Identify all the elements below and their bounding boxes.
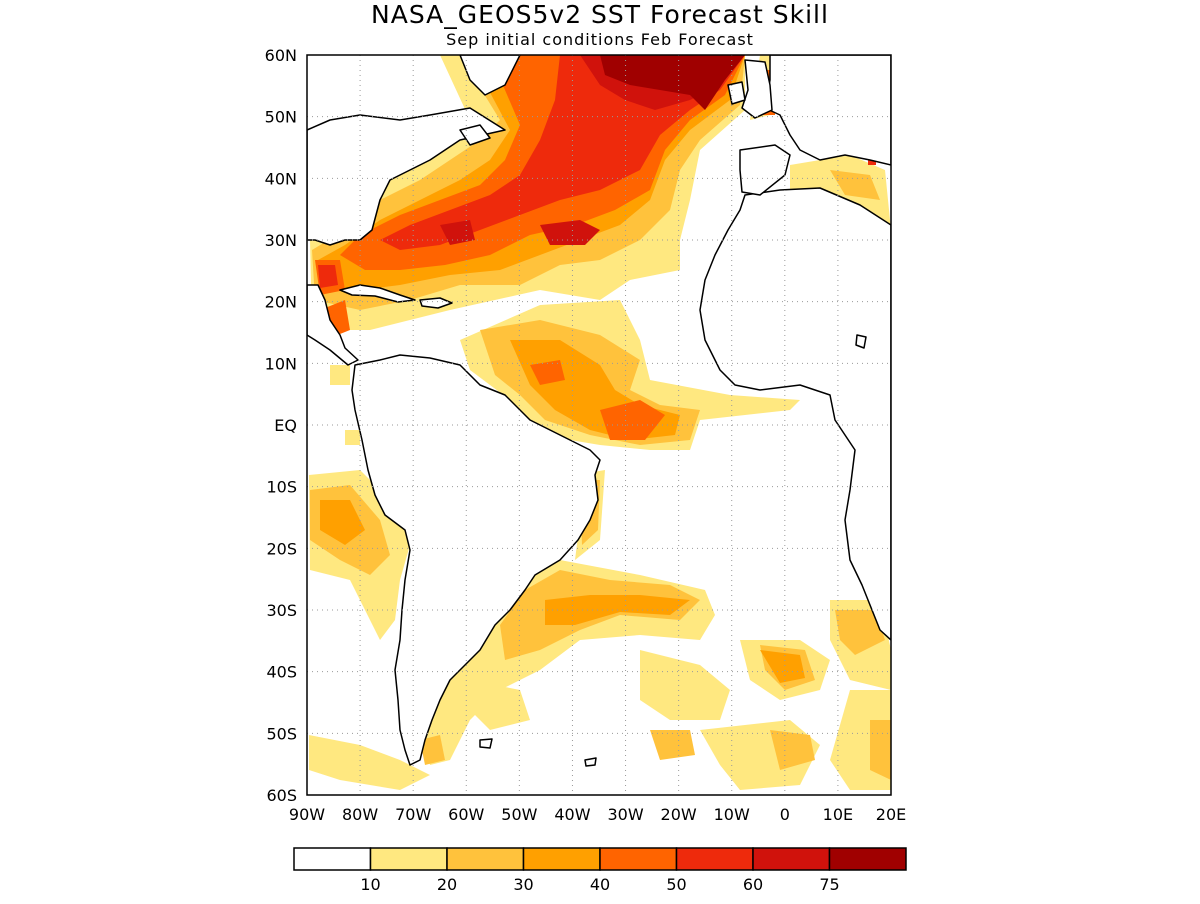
skill-contour-75-plus xyxy=(600,55,745,110)
colorbar-segment xyxy=(293,847,372,871)
lon-label: 50W xyxy=(501,805,537,824)
north-america xyxy=(307,107,506,246)
lat-label: 20S xyxy=(266,539,297,558)
lon-label: 70W xyxy=(395,805,431,824)
lat-label: 20N xyxy=(265,293,297,312)
iberia xyxy=(739,144,791,196)
hispaniola xyxy=(419,297,453,309)
africa xyxy=(699,187,891,641)
lon-label: 60W xyxy=(448,805,484,824)
lon-label: 40W xyxy=(554,805,590,824)
lat-label: 30N xyxy=(265,231,297,250)
lon-label: 20E xyxy=(876,805,906,824)
lon-label: 30W xyxy=(607,805,643,824)
lat-label: 30S xyxy=(266,601,297,620)
british-isles xyxy=(741,59,773,119)
south-america xyxy=(351,354,601,766)
lon-label: 0 xyxy=(780,805,790,824)
falklands xyxy=(479,738,493,749)
colorbar-label: 60 xyxy=(743,875,763,894)
lon-label: 10E xyxy=(823,805,853,824)
colorbar-segment xyxy=(369,847,448,871)
land-masses xyxy=(307,55,891,767)
lat-label: 40N xyxy=(265,169,297,188)
lon-axis: 90W 80W 70W 60W 50W 40W 30W 20W 10W 0 10… xyxy=(289,805,906,824)
madagascar xyxy=(855,334,867,349)
map-title: NASA_GEOS5v2 SST Forecast Skill xyxy=(371,0,829,29)
lat-label: 40S xyxy=(266,663,297,682)
central-america xyxy=(307,284,359,366)
colorbar-segment xyxy=(675,847,754,871)
ireland xyxy=(727,81,746,105)
colorbar-segment xyxy=(752,847,831,871)
lon-label: 10W xyxy=(714,805,750,824)
colorbar-segment xyxy=(828,847,907,871)
colorbar-segment xyxy=(522,847,601,871)
map-frame xyxy=(306,54,892,796)
lat-label: 50S xyxy=(266,724,297,743)
map-subtitle: Sep initial conditions Feb Forecast xyxy=(446,30,754,49)
colorbar-label: 40 xyxy=(590,875,610,894)
colorbar-segment xyxy=(446,847,525,871)
lon-label: 20W xyxy=(661,805,697,824)
lat-label: 60S xyxy=(266,786,297,805)
colorbar-segment xyxy=(599,847,678,871)
colorbar-label: 50 xyxy=(666,875,686,894)
lat-label: 10N xyxy=(265,354,297,373)
colorbar-label: 10 xyxy=(360,875,380,894)
map-area xyxy=(307,55,891,795)
lat-label: 50N xyxy=(265,108,297,127)
colorbar-label: 75 xyxy=(819,875,839,894)
lon-label: 80W xyxy=(342,805,378,824)
lat-label: 10S xyxy=(266,478,297,497)
greenland xyxy=(459,55,521,96)
colorbar-label: 20 xyxy=(437,875,457,894)
south-georgia xyxy=(584,757,597,767)
colorbar-label: 30 xyxy=(513,875,533,894)
lat-label: EQ xyxy=(274,416,297,435)
lat-axis: 60N 50N 40N 30N 20N 10N EQ 10S 20S 30S 4… xyxy=(265,46,297,805)
lon-label: 90W xyxy=(289,805,325,824)
grid-lines xyxy=(307,55,891,795)
colorbar: 10 20 30 40 50 60 75 xyxy=(293,847,907,894)
lat-label: 60N xyxy=(265,46,297,65)
